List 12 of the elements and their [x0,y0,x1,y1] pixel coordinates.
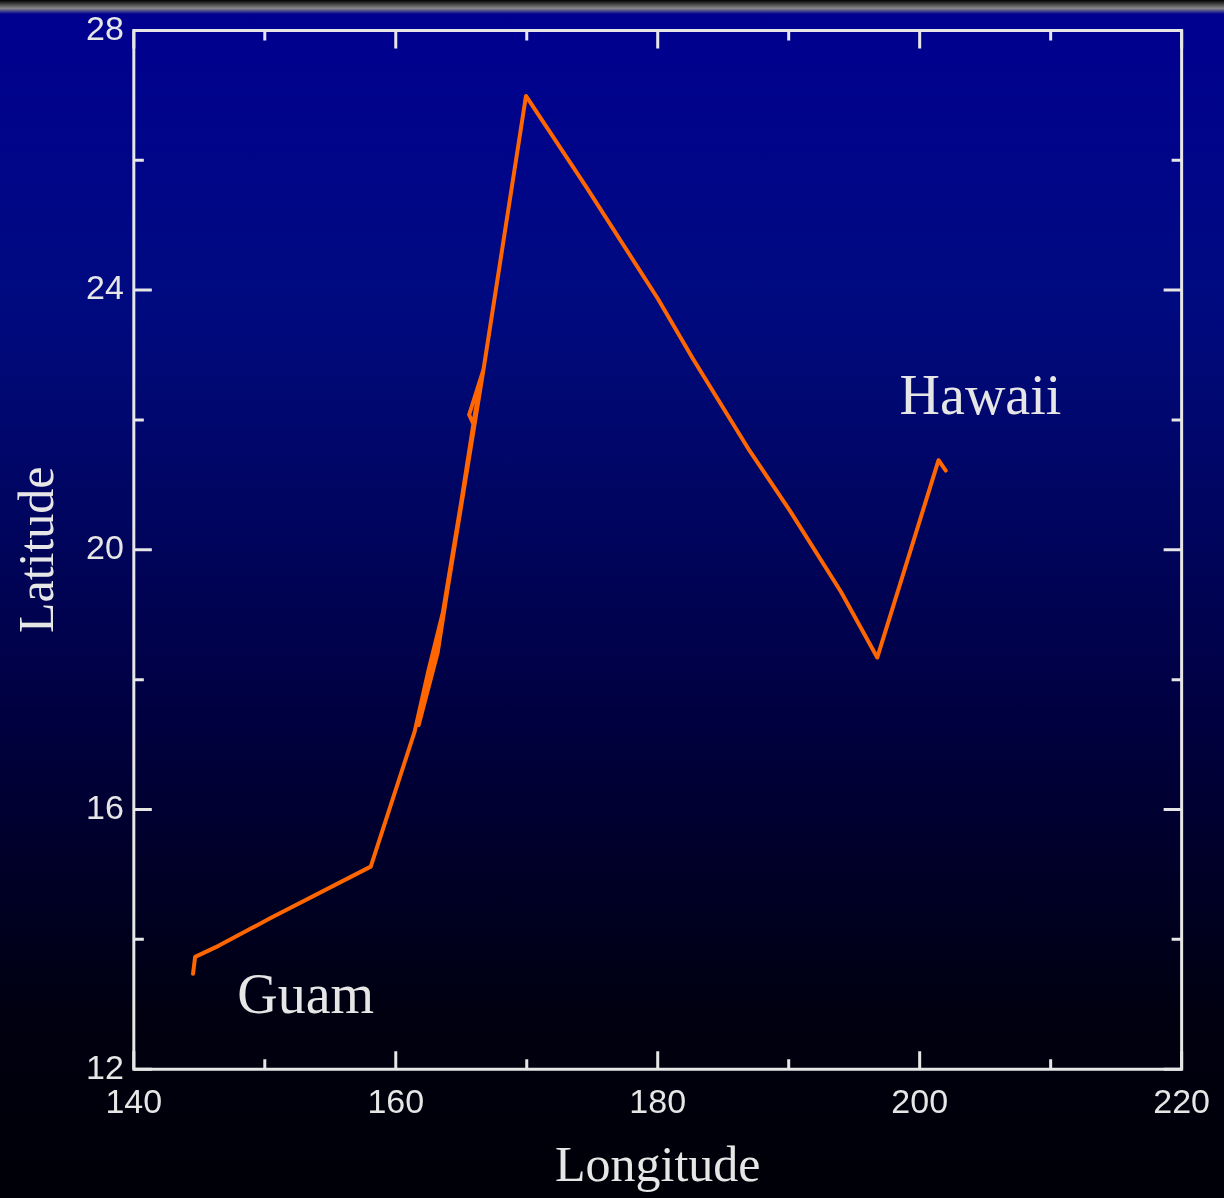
x-tick-label: 220 [1153,1081,1210,1120]
x-axis-title: Longitude [554,1136,761,1193]
annotation: Guam [237,963,375,1026]
y-tick-label: 28 [85,8,124,47]
y-axis-title: Latitude [8,466,65,634]
y-tick-label: 16 [85,787,124,826]
x-tick-label: 160 [367,1081,425,1120]
x-tick-label: 180 [629,1081,687,1120]
x-tick-label: 200 [891,1081,949,1120]
annotation: Hawaii [899,363,1062,426]
y-tick-label: 20 [85,528,124,567]
y-tick-label: 24 [85,268,124,307]
